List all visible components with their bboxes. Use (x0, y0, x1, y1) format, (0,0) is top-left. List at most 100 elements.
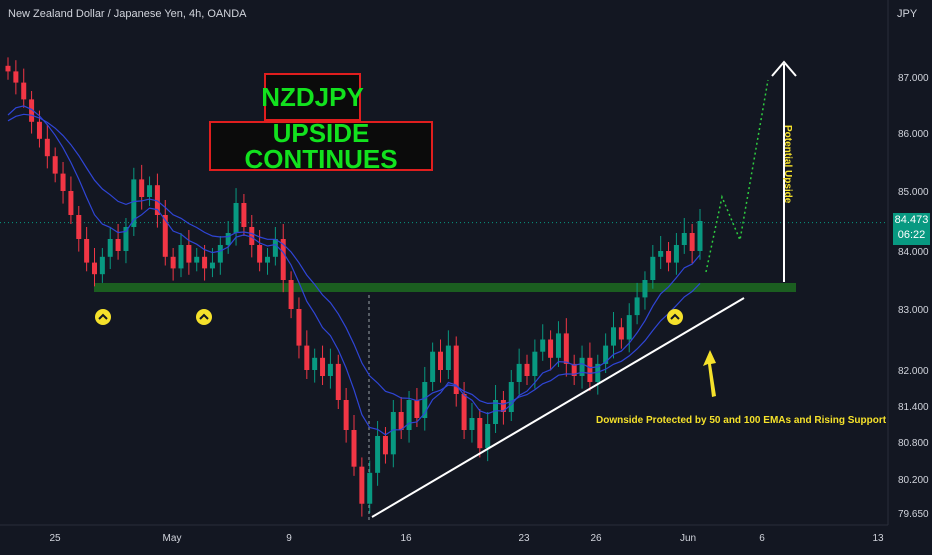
support-touch-marker (196, 309, 212, 325)
candle-body (99, 256, 105, 275)
candle-body (390, 412, 396, 455)
y-tick-label: 80.800 (898, 438, 929, 449)
projected-path (705, 79, 769, 273)
y-tick-label: 84.000 (898, 247, 929, 258)
candle-body (351, 430, 357, 467)
candle-body (524, 363, 530, 376)
candle-body (508, 382, 514, 412)
candle-body (202, 256, 208, 269)
candle-body (445, 345, 451, 370)
symbol-title: New Zealand Dollar / Japanese Yen, 4h, O… (8, 8, 247, 20)
candle-body (139, 179, 145, 197)
candle-body (634, 297, 640, 316)
candle-body (131, 179, 137, 227)
candle-body (618, 327, 624, 340)
candle-body (477, 418, 483, 449)
candle-body (469, 418, 475, 430)
candle-body (233, 203, 239, 233)
candle-body (296, 309, 302, 346)
candle-body (453, 345, 459, 394)
candle-body (194, 256, 200, 263)
x-tick-label: 9 (286, 533, 292, 544)
candle-body (579, 357, 585, 376)
candle-body (343, 400, 349, 430)
candle-body (272, 239, 278, 257)
candle-body (658, 251, 664, 257)
potential-upside-label: Potential Upside (782, 125, 793, 204)
yellow-up-arrow (703, 350, 716, 397)
x-tick-label: 23 (518, 533, 530, 544)
candle-body (44, 138, 50, 157)
candle-body (485, 424, 491, 449)
y-tick-label: 86.000 (898, 129, 929, 140)
candle-body (162, 215, 168, 257)
y-tick-label: 83.000 (898, 305, 929, 316)
upside-arrow-head (771, 60, 797, 77)
support-touch-marker (667, 309, 683, 325)
support-zone (94, 283, 796, 292)
y-tick-label: 87.000 (898, 73, 929, 84)
candle-body (571, 363, 577, 376)
ema-50-line (7, 105, 701, 436)
price-axis-panel (888, 0, 932, 550)
candle-body (563, 333, 569, 364)
candle-body (689, 233, 695, 251)
x-tick-label: 25 (49, 533, 61, 544)
candle-body (595, 363, 601, 382)
candle-body (375, 436, 381, 473)
candle-body (327, 363, 333, 376)
candle-body (500, 400, 506, 412)
rising-support-trendline (371, 297, 745, 518)
candle-body (335, 363, 341, 400)
candle-body (532, 351, 538, 376)
currency-label: JPY (897, 8, 918, 20)
candle-body (516, 363, 522, 382)
candle-body (29, 99, 35, 122)
candle-body (382, 436, 388, 455)
candle-body (115, 239, 121, 251)
current-price: 84.473 (894, 214, 929, 226)
ema-100-line (7, 113, 701, 405)
x-tick-label: 6 (759, 533, 765, 544)
candle-body (312, 357, 318, 370)
x-tick-label: 26 (590, 533, 602, 544)
candle-body (414, 400, 420, 418)
candle-body (225, 233, 231, 245)
candle-body (84, 239, 90, 263)
candle-body (186, 245, 192, 263)
candle-body (398, 412, 404, 430)
candle-body (548, 339, 554, 358)
y-tick-label: 85.000 (898, 187, 929, 198)
title-sub: UPSIDE CONTINUES (209, 120, 433, 172)
title-main: NZDJPY (261, 73, 364, 121)
candle-body (60, 173, 66, 191)
candle-body (406, 400, 412, 430)
candle-body (147, 185, 153, 197)
candle-body (280, 239, 286, 280)
candle-body (21, 82, 27, 100)
candle-body (461, 394, 467, 430)
candle-body (52, 156, 58, 174)
candle-body (241, 203, 247, 227)
candle-body (603, 345, 609, 364)
candle-body (430, 351, 436, 382)
candle-body (666, 251, 672, 263)
candle-body (438, 351, 443, 370)
candle-body (92, 262, 97, 275)
candle-body (5, 65, 11, 72)
candle-body (320, 357, 326, 376)
x-tick-label: May (163, 533, 182, 544)
y-tick-label: 80.200 (898, 475, 929, 486)
y-tick-label: 79.650 (898, 509, 929, 520)
candle-body (681, 233, 687, 245)
protection-note: Downside Protected by 50 and 100 EMAs an… (596, 415, 887, 426)
candle-body (493, 400, 499, 424)
candle-body (422, 382, 428, 418)
candle-body (13, 71, 19, 83)
candle-body (154, 185, 160, 215)
candle-body (673, 245, 679, 263)
candle-body (540, 339, 546, 352)
candle-body (217, 245, 223, 263)
